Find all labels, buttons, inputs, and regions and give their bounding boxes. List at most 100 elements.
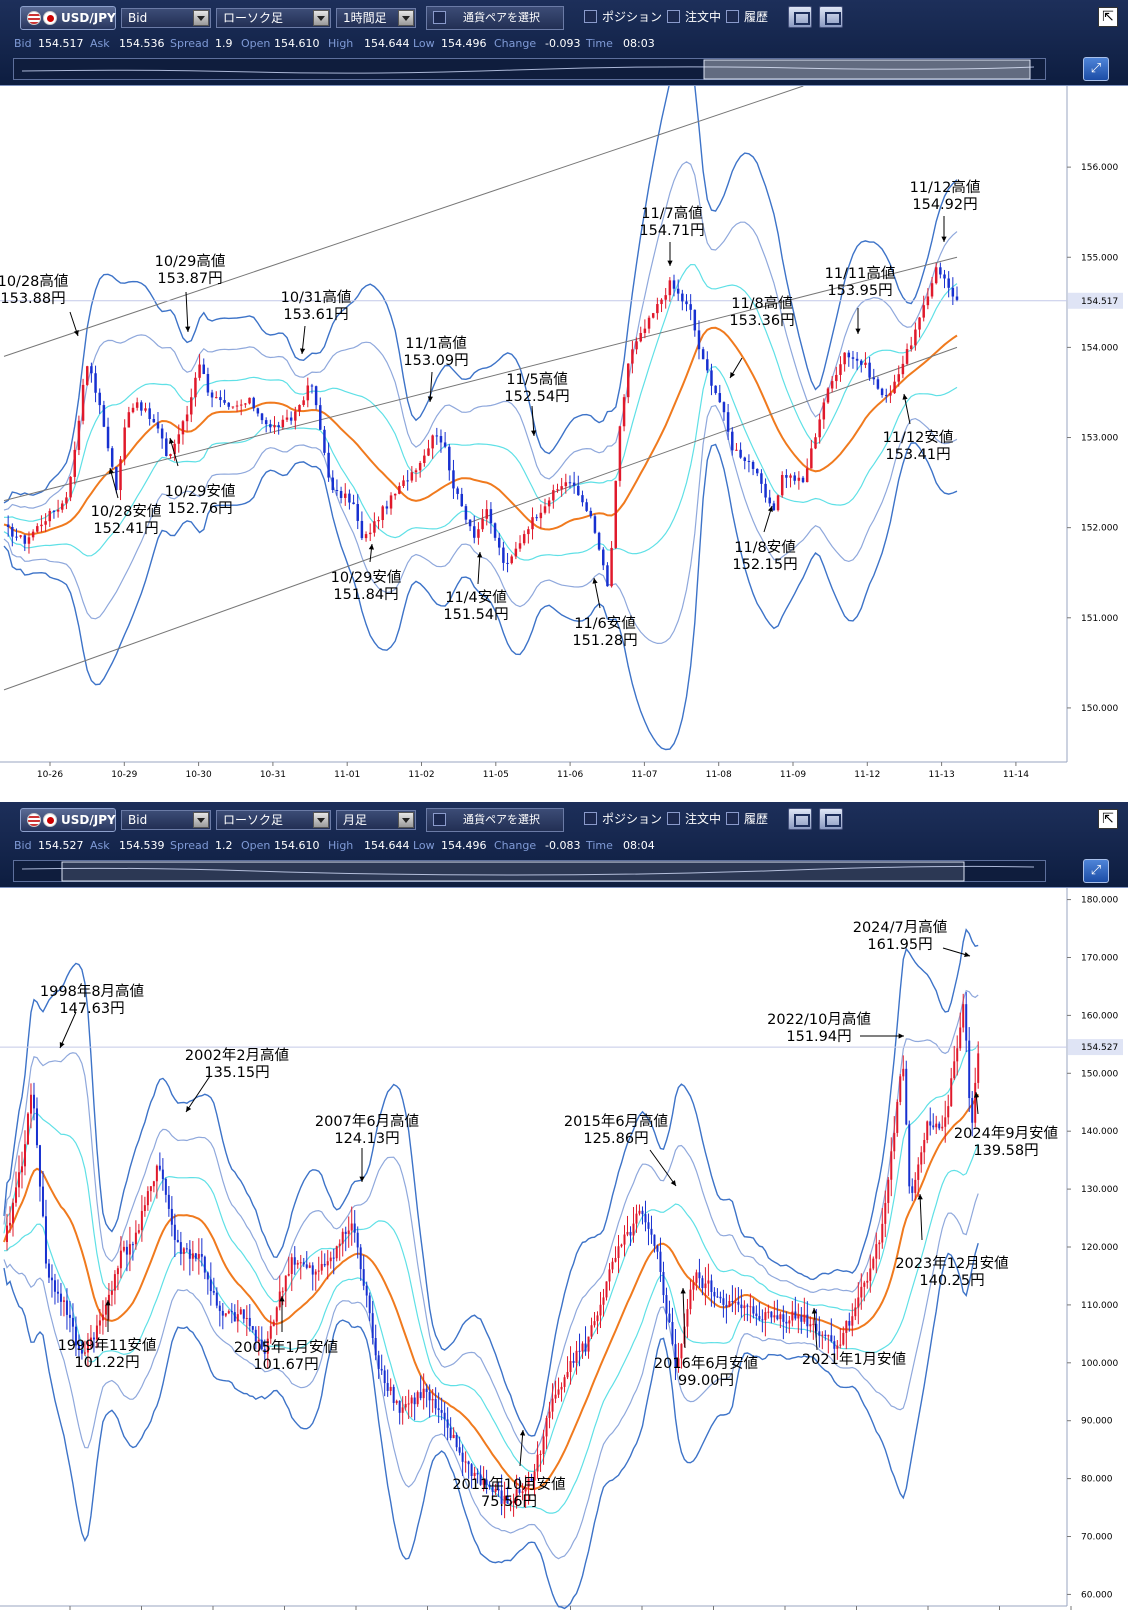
annotation-arrowhead	[898, 1033, 904, 1039]
candle	[587, 1336, 590, 1352]
price-side-select[interactable]: Bid	[121, 810, 211, 830]
annotation-label: 11/8安値	[734, 539, 796, 556]
annotation-arrowhead	[902, 394, 908, 400]
candle	[686, 1309, 689, 1327]
candle	[197, 1254, 200, 1259]
y-tick-label: 150.000	[1081, 1069, 1118, 1079]
orders-checkbox[interactable]	[667, 10, 680, 23]
price-side-value: Bid	[128, 813, 148, 827]
candle	[593, 516, 597, 533]
candle	[489, 509, 493, 524]
candle	[542, 1436, 545, 1454]
candle	[746, 1305, 749, 1307]
candle	[785, 475, 788, 478]
annotation-label: 2015年6月高値	[564, 1113, 668, 1130]
candle	[314, 386, 318, 406]
collapse-icon[interactable]: ⇱	[1098, 7, 1118, 27]
scroll-thumb[interactable]	[703, 59, 1031, 80]
candle	[491, 1486, 494, 1492]
bollinger-band-upper-2	[3, 989, 979, 1455]
candle	[191, 1253, 194, 1259]
candle	[422, 1388, 425, 1399]
price-side-select[interactable]: Bid	[121, 8, 211, 28]
candle	[119, 1250, 122, 1269]
candle	[506, 1495, 509, 1504]
scroll-thumb[interactable]	[61, 861, 965, 882]
candle	[285, 417, 289, 420]
candle	[530, 1478, 533, 1481]
annotation-label: 2007年6月高値	[315, 1113, 419, 1130]
candle	[269, 424, 272, 428]
candle	[50, 1277, 53, 1281]
annotation-arrowhead	[477, 552, 483, 558]
orders-checkbox[interactable]	[667, 812, 680, 825]
candle	[622, 397, 626, 427]
candle	[509, 1502, 512, 1504]
candle	[572, 482, 576, 486]
annotation-price: 125.86円	[583, 1131, 648, 1147]
chart-scrollbar[interactable]	[13, 58, 1046, 80]
candle	[65, 497, 68, 504]
candle	[818, 419, 821, 438]
candle	[56, 509, 60, 512]
annotation-label: 11/6安値	[574, 615, 636, 632]
x-tick-label: 11-09	[780, 770, 806, 780]
candle	[169, 454, 172, 457]
scroll-preview	[21, 861, 1035, 882]
candle	[889, 393, 892, 396]
annotation-arrowhead	[964, 951, 970, 957]
candle	[392, 1386, 395, 1404]
timeframe-select[interactable]: 1時間足	[336, 8, 416, 28]
trendline	[3, 256, 958, 502]
expand-icon[interactable]: ⤢	[1083, 57, 1109, 81]
annotation-arrowhead	[186, 1106, 192, 1112]
chart-settings-icon[interactable]	[788, 808, 812, 830]
candle	[887, 1179, 890, 1203]
chart-type-select[interactable]: ローソク足	[216, 810, 331, 830]
candle	[467, 1461, 470, 1465]
select-pair-button[interactable]: 通貨ペアを選択	[426, 6, 564, 30]
annotation-price: 140.25円	[919, 1273, 984, 1289]
candle	[839, 364, 842, 375]
candle	[137, 1230, 140, 1233]
annotation-label: 11/1高値	[405, 335, 467, 352]
annotation-label: 10/28高値	[0, 273, 68, 290]
candle	[290, 1257, 293, 1274]
candle	[760, 473, 763, 484]
candle	[458, 1447, 461, 1453]
chevron-down-icon	[313, 812, 329, 828]
position-checkbox[interactable]	[584, 10, 597, 23]
candle	[677, 1358, 680, 1368]
candle	[755, 1313, 758, 1317]
history-checkbox[interactable]	[726, 812, 739, 825]
currency-pair-button[interactable]: USD/JPY	[20, 6, 116, 30]
candle	[443, 1412, 446, 1420]
candle	[695, 1272, 698, 1283]
y-tick-label: 140.000	[1081, 1127, 1118, 1137]
candle	[768, 497, 771, 504]
chart-type-select[interactable]: ローソク足	[216, 8, 331, 28]
us-flag-icon	[27, 813, 41, 827]
candle	[503, 1495, 506, 1504]
select-pair-button[interactable]: 通貨ペアを選択	[426, 808, 564, 832]
candle	[212, 1291, 215, 1293]
timeframe-select[interactable]: 月足	[336, 810, 416, 830]
annotation-arrowhead	[168, 438, 174, 444]
candle	[284, 1275, 287, 1292]
expand-icon[interactable]: ⤢	[1083, 859, 1109, 883]
currency-pair-button[interactable]: USD/JPY	[20, 808, 116, 832]
candle	[277, 425, 280, 428]
candle	[650, 1228, 653, 1235]
history-checkbox[interactable]	[726, 10, 739, 23]
candle	[177, 434, 181, 444]
position-checkbox[interactable]	[584, 812, 597, 825]
y-tick-label: 160.000	[1081, 1011, 1118, 1021]
window-icon[interactable]	[819, 808, 843, 830]
collapse-icon[interactable]: ⇱	[1098, 809, 1118, 829]
chart-settings-icon[interactable]	[788, 6, 812, 28]
chart-toolbar: USD/JPY Bid ローソク足 月足 通貨ペアを選択 ポジション 注文中 履…	[0, 802, 1128, 888]
window-icon[interactable]	[819, 6, 843, 28]
candle	[510, 556, 513, 564]
candle	[731, 1301, 734, 1303]
chart-scrollbar[interactable]	[13, 860, 1046, 882]
